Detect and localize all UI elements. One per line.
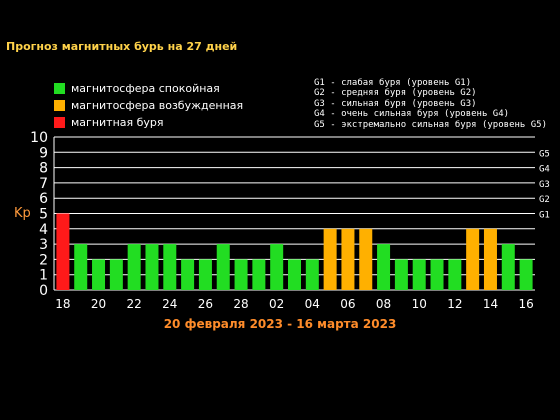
y-tick-label-5: 5 bbox=[39, 207, 48, 223]
legend-label-storm: магнитная буря bbox=[71, 116, 164, 129]
x-tick-label-9: 08 bbox=[376, 297, 391, 311]
right-tick-label-g1: G1 bbox=[539, 211, 550, 221]
x-tick-label-0: 18 bbox=[55, 297, 70, 311]
bar-22 bbox=[448, 259, 462, 290]
bar-2 bbox=[92, 259, 106, 290]
bar-5 bbox=[145, 244, 159, 290]
x-tick-label-5: 28 bbox=[233, 297, 248, 311]
chart-title: Прогноз магнитных бурь на 27 дней bbox=[6, 40, 238, 53]
bar-13 bbox=[288, 259, 301, 290]
x-tick-label-10: 10 bbox=[412, 297, 427, 311]
y-tick-label-10: 10 bbox=[30, 130, 48, 146]
legend: магнитосфера спокойная магнитосфера возб… bbox=[54, 80, 243, 131]
bar-3 bbox=[109, 259, 123, 290]
y-tick-label-1: 1 bbox=[39, 268, 48, 284]
right-tick-label-g5: G5 bbox=[539, 149, 550, 159]
bar-12 bbox=[270, 244, 284, 290]
y-tick-label-2: 2 bbox=[39, 252, 48, 268]
bar-15 bbox=[323, 228, 337, 290]
bar-14 bbox=[305, 259, 319, 290]
bar-25 bbox=[501, 244, 515, 290]
x-tick-label-6: 02 bbox=[269, 297, 284, 311]
bar-4 bbox=[127, 244, 141, 290]
bar-0 bbox=[56, 213, 70, 290]
y-tick-label-7: 7 bbox=[39, 176, 48, 192]
legend-item-calm: магнитосфера спокойная bbox=[54, 80, 243, 97]
bar-26 bbox=[519, 259, 533, 290]
bar-20 bbox=[412, 259, 426, 290]
storm-level-g2: G2 - средняя буря (уровень G2) bbox=[314, 88, 477, 99]
x-tick-label-12: 14 bbox=[483, 297, 498, 311]
bar-17 bbox=[359, 228, 373, 290]
bar-23 bbox=[466, 228, 480, 290]
bar-11 bbox=[252, 259, 266, 290]
legend-item-excited: магнитосфера возбужденная bbox=[54, 97, 243, 114]
legend-swatch-storm bbox=[54, 117, 65, 128]
bar-18 bbox=[377, 244, 391, 290]
y-axis-label: Kp bbox=[14, 206, 31, 221]
bar-6 bbox=[163, 244, 177, 290]
right-tick-label-g3: G3 bbox=[539, 180, 550, 190]
bar-19 bbox=[394, 259, 408, 290]
storm-level-g1: G1 - слабая буря (уровень G1) bbox=[314, 78, 472, 88]
storm-level-g5: G5 - экстремально сильная буря (уровень … bbox=[314, 119, 547, 130]
x-tick-label-3: 24 bbox=[162, 297, 177, 311]
right-tick-label-g4: G4 bbox=[539, 165, 550, 175]
y-tick-label-9: 9 bbox=[39, 145, 48, 161]
x-tick-label-7: 04 bbox=[305, 297, 320, 311]
storm-level-list: G1 - слабая буря (уровень G1) G2 - средн… bbox=[314, 78, 547, 130]
right-tick-label-g2: G2 bbox=[539, 195, 550, 205]
y-tick-label-0: 0 bbox=[39, 283, 48, 299]
legend-swatch-calm bbox=[54, 83, 65, 94]
x-tick-label-8: 06 bbox=[340, 297, 355, 311]
legend-item-storm: магнитная буря bbox=[54, 114, 243, 131]
storm-level-g4: G4 - очень сильная буря (уровень G4) bbox=[314, 109, 510, 120]
x-tick-label-13: 16 bbox=[518, 297, 533, 311]
y-tick-label-4: 4 bbox=[39, 222, 48, 238]
date-range: 20 февраля 2023 - 16 марта 2023 bbox=[163, 317, 397, 331]
bar-10 bbox=[234, 259, 248, 290]
y-tick-label-3: 3 bbox=[39, 237, 48, 253]
x-tick-label-4: 26 bbox=[198, 297, 213, 311]
bar-1 bbox=[74, 244, 88, 290]
x-tick-label-2: 22 bbox=[127, 297, 142, 311]
y-tick-label-8: 8 bbox=[39, 161, 48, 177]
bar-8 bbox=[198, 259, 212, 290]
bar-24 bbox=[483, 228, 497, 290]
bar-7 bbox=[181, 259, 195, 290]
legend-label-excited: магнитосфера возбужденная bbox=[71, 99, 244, 112]
x-tick-label-11: 12 bbox=[447, 297, 462, 311]
y-tick-label-6: 6 bbox=[39, 191, 48, 207]
bar-9 bbox=[216, 244, 230, 290]
legend-label-calm: магнитосфера спокойная bbox=[71, 82, 220, 95]
bar-16 bbox=[341, 228, 355, 290]
legend-swatch-excited bbox=[54, 100, 65, 111]
storm-level-g3: G3 - сильная буря (уровень G3) bbox=[314, 98, 477, 109]
bar-21 bbox=[430, 259, 444, 290]
x-tick-label-1: 20 bbox=[91, 297, 106, 311]
